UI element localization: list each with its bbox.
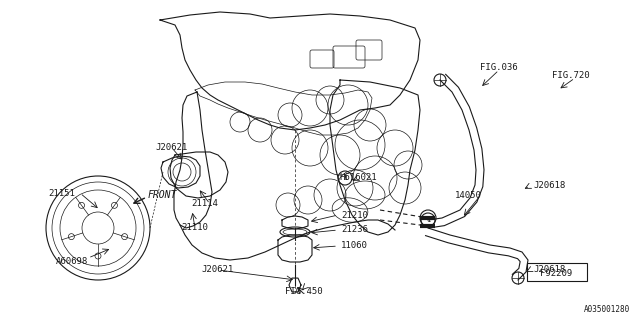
Bar — [527, 263, 587, 281]
Text: J20618: J20618 — [533, 266, 565, 275]
Text: A035001280: A035001280 — [584, 306, 630, 315]
Text: 1: 1 — [343, 175, 347, 181]
Text: 21236: 21236 — [341, 226, 368, 235]
Text: J20621: J20621 — [156, 143, 188, 153]
Text: 11060: 11060 — [341, 242, 368, 251]
Text: J20618: J20618 — [533, 181, 565, 190]
Text: FIG.450: FIG.450 — [285, 286, 323, 295]
Text: 21110: 21110 — [182, 223, 209, 233]
Text: H616021: H616021 — [339, 173, 377, 182]
Text: FIG.720: FIG.720 — [552, 71, 590, 81]
Text: F92209: F92209 — [540, 269, 572, 278]
Text: A60698: A60698 — [56, 258, 88, 267]
Text: 21114: 21114 — [191, 199, 218, 209]
Text: J20621: J20621 — [202, 266, 234, 275]
Text: 21210: 21210 — [341, 211, 368, 220]
Text: FIG.036: FIG.036 — [480, 63, 518, 73]
Text: 14050: 14050 — [454, 191, 481, 201]
Text: 1: 1 — [426, 217, 430, 223]
Text: FRONT: FRONT — [148, 190, 177, 200]
Text: 21151: 21151 — [49, 188, 76, 197]
